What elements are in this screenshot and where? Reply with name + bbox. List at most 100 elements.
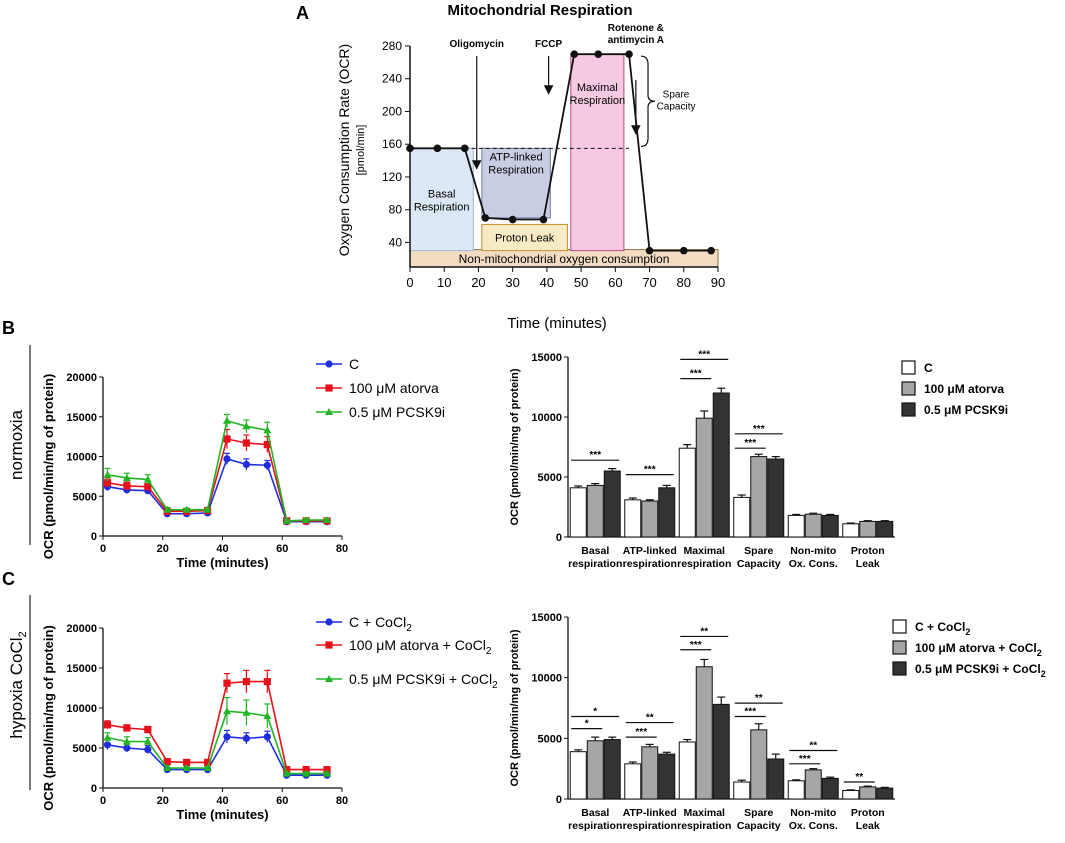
line-x-tick-label: 20 [157, 795, 169, 807]
panel-a-x-tick-label: 80 [677, 275, 691, 290]
legend-label: 0.5 μM PCSK9i + CoCl2 [915, 662, 1046, 679]
bar-category-label: respiration [568, 558, 622, 570]
line-y-tick-label: 10000 [66, 703, 97, 715]
line-x-tick-label: 20 [157, 543, 169, 555]
legend-bar-swatch [901, 360, 916, 375]
legend-label: 100 μM atorva [349, 380, 439, 396]
panel-a-x-tick-label: 90 [711, 275, 725, 290]
significance-label: *** [799, 754, 811, 765]
series-point [182, 764, 191, 771]
basal-label-1: Basal [428, 188, 456, 200]
significance-label: ** [809, 740, 817, 751]
legend-label: 100 μM atorva [924, 382, 1004, 396]
series-point [123, 724, 131, 732]
bar-ylabel: OCR (pmol/min/mg of protein) [509, 368, 521, 525]
line-xlabel: Time (minutes) [176, 555, 268, 570]
bar [804, 513, 822, 538]
line-y-tick-label: 15000 [66, 412, 97, 424]
basal-box [409, 147, 474, 252]
panel-c-bar-legend: C + CoCl2 100 μM atorva + CoCl2 0.5 μM PCS… [892, 619, 1046, 679]
proton-leak-box [481, 223, 568, 252]
bar-category-label: Maximal [684, 807, 726, 819]
bar [767, 758, 785, 800]
series-point [103, 741, 112, 749]
bar-category-label: Maximal [684, 545, 726, 557]
series-point [223, 435, 231, 443]
bar [821, 777, 839, 800]
series-line [107, 680, 328, 771]
series-line [107, 710, 328, 775]
bar [712, 392, 730, 538]
bar-category-label: respiration [568, 820, 622, 832]
series-point [263, 733, 271, 741]
legend-label: C [924, 361, 933, 375]
nonmito-label: Non-mitochondrial oxygen consumption [459, 252, 670, 266]
legend-marker [325, 618, 333, 626]
series-point [223, 733, 231, 741]
panel-letter-a: A [296, 3, 309, 23]
series-point [182, 505, 191, 513]
ocr-trace-point [625, 50, 633, 58]
legend-bar-swatch [901, 402, 916, 417]
oligomycin-label: Oligomycin [450, 39, 504, 50]
panel-a-y-tick-label: 120 [382, 170, 402, 184]
bar-y-tick-label: 5000 [538, 733, 562, 745]
bar [859, 520, 877, 538]
panel-b-line-chart: 0 5000 10000 15000 20000 0 20 40 60 80 Time (minut… [41, 372, 348, 570]
panel-a-title: Mitochondrial Respiration [447, 2, 632, 19]
bar [695, 666, 713, 800]
spare-label-2: Capacity [657, 101, 696, 112]
bar [678, 447, 696, 538]
bar [586, 484, 604, 538]
series-point [263, 712, 272, 719]
maximal-label-1: Maximal [577, 82, 618, 94]
significance-label: *** [690, 640, 702, 651]
ocr-trace-point [594, 50, 603, 58]
bar [569, 751, 587, 800]
legend-marker [325, 360, 333, 368]
series-point [163, 764, 172, 771]
atp-label-1: ATP-linked [490, 151, 543, 163]
panel-a-ylabel: Oxygen Consumption Rate (OCR) [336, 44, 352, 256]
panel-c-bar-chart: 0 5000 10000 15000 OCR (pmol/min/mg of prote… [509, 612, 895, 832]
bar [876, 520, 894, 538]
bar [750, 729, 768, 800]
series-point [103, 479, 112, 487]
bar [624, 499, 642, 538]
series-point [103, 721, 112, 729]
panel-a-xlabel: Time (minutes) [507, 315, 606, 332]
bar-y-tick-label: 15000 [531, 352, 562, 364]
bar-category-label: Capacity [737, 820, 781, 832]
line-x-tick-label: 0 [100, 795, 106, 807]
panel-b-bar-chart: 0 5000 10000 15000 OCR (pmol/min/mg of prote… [509, 349, 895, 570]
ocr-trace-point [406, 144, 414, 153]
significance-label: *** [698, 349, 710, 360]
panel-a-y-tick-label: 80 [389, 203, 403, 217]
significance-label: *** [589, 450, 601, 461]
bar [569, 487, 587, 538]
line-x-tick-label: 40 [216, 543, 228, 555]
series-point [122, 737, 131, 745]
bar [733, 496, 751, 538]
ocr-trace-point [679, 246, 688, 255]
line-y-tick-label: 0 [91, 531, 97, 543]
atp-label-2: Respiration [488, 164, 544, 176]
bar [876, 787, 894, 800]
line-x-tick-label: 80 [336, 543, 348, 555]
ocr-trace-line [410, 53, 712, 252]
panel-a-y-tick-label: 160 [382, 137, 402, 151]
significance-label: *** [644, 465, 656, 476]
series-point [163, 758, 171, 766]
series-point [143, 737, 152, 745]
bar [821, 514, 839, 538]
row-label-hypoxia: hypoxia CoCl2 [7, 631, 29, 738]
series-point [123, 482, 131, 490]
series-point [302, 516, 311, 524]
series-point [143, 475, 152, 483]
series-point [302, 769, 311, 777]
panel-letter-c: C [2, 569, 15, 589]
line-xlabel: Time (minutes) [176, 807, 268, 822]
series-point [263, 426, 272, 434]
bar-y-tick-label: 10000 [531, 412, 562, 424]
legend-label: C [349, 356, 359, 372]
